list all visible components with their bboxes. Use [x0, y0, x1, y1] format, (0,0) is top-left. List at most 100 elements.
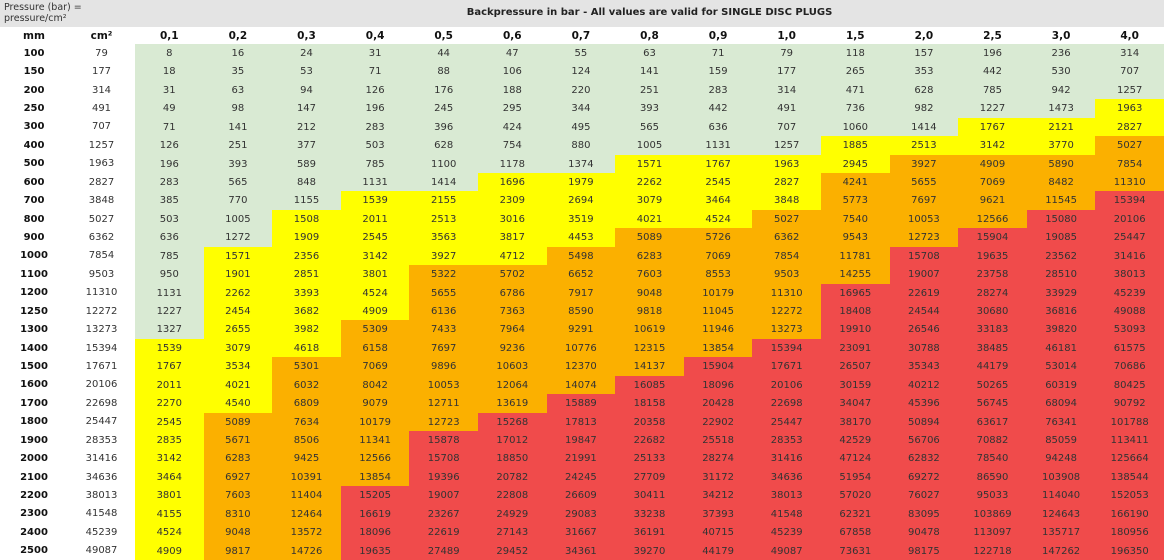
pressure-value: 2545 [683, 173, 753, 192]
pressure-value: 113097 [958, 523, 1027, 543]
pressure-value: 1327 [135, 320, 204, 340]
pressure-value: 20358 [615, 412, 684, 432]
pressure-value: 18096 [340, 523, 410, 543]
pressure-value: 36191 [615, 523, 684, 543]
pressure-value: 3927 [409, 246, 478, 266]
pressure-value: 1131 [135, 283, 204, 303]
pressure-value: 114040 [1026, 486, 1096, 506]
pressure-value: 9048 [203, 523, 273, 543]
pressure-value: 503 [135, 209, 204, 229]
pressure-value: 9818 [615, 302, 684, 321]
pressure-value: 196350 [1095, 541, 1164, 560]
pressure-value: 2694 [546, 191, 616, 211]
diameter-mm: 2100 [20, 471, 48, 483]
pressure-value: 10776 [546, 338, 616, 358]
pressure-value: 1005 [615, 136, 684, 156]
pressure-value: 314 [752, 80, 821, 100]
area-cm2: 6362 [88, 231, 115, 243]
pressure-value: 15904 [958, 228, 1027, 248]
column-header: 1,5 [845, 29, 865, 42]
pressure-value: 49088 [1095, 302, 1164, 321]
area-cm2: 3848 [88, 195, 115, 207]
diameter-mm: 2000 [20, 453, 48, 465]
pressure-value: 1257 [752, 136, 821, 156]
pressure-value: 14074 [546, 375, 616, 395]
area-cm2: 17671 [85, 360, 118, 372]
pressure-value: 7363 [478, 302, 547, 321]
pressure-value: 73631 [821, 541, 890, 560]
pressure-value: 15708 [889, 246, 959, 266]
pressure-value: 56706 [889, 431, 959, 450]
pressure-value: 3563 [409, 228, 478, 248]
diameter-mm: 900 [23, 231, 45, 243]
pressure-value: 29083 [546, 504, 616, 524]
pressure-value: 1414 [409, 173, 478, 192]
pressure-value: 880 [546, 136, 616, 156]
pressure-value: 9621 [958, 191, 1027, 211]
pressure-value: 15904 [683, 357, 753, 377]
pressure-value: 3393 [272, 283, 341, 303]
area-cm2: 41548 [85, 508, 118, 520]
pressure-value: 63 [615, 44, 684, 63]
area-cm2: 13273 [85, 324, 118, 336]
pressure-value: 1227 [958, 99, 1027, 119]
pressure-value: 1100 [409, 154, 478, 174]
pressure-value: 33238 [615, 504, 684, 524]
pressure-value: 141 [203, 117, 273, 137]
pressure-value: 1155 [272, 191, 341, 211]
pressure-value: 22682 [615, 431, 684, 450]
pressure-value: 8310 [203, 504, 273, 524]
diameter-mm: 2400 [20, 526, 48, 538]
pressure-value: 35343 [889, 357, 959, 377]
column-header: 0,6 [502, 29, 522, 42]
pressure-value: 34212 [683, 486, 753, 506]
diameter-mm: 500 [23, 158, 45, 170]
pressure-value: 12370 [546, 357, 616, 377]
pressure-value: 20106 [1095, 209, 1164, 229]
column-header: mm [23, 29, 45, 42]
pressure-value: 4909 [340, 302, 410, 321]
pressure-value: 236 [1026, 44, 1096, 63]
pressure-value: 707 [1095, 62, 1164, 82]
pressure-value: 5089 [203, 412, 273, 432]
pressure-value: 2513 [409, 209, 478, 229]
pressure-value: 5671 [203, 431, 273, 450]
pressure-value: 2827 [752, 173, 821, 192]
pressure-value: 31172 [683, 467, 753, 487]
pressure-value: 23562 [1026, 246, 1096, 266]
pressure-value: 314 [1095, 44, 1164, 63]
area-cm2: 491 [91, 102, 112, 114]
pressure-value: 9817 [203, 541, 273, 560]
pressure-value: 2835 [135, 431, 204, 450]
pressure-value: 103869 [958, 504, 1027, 524]
diameter-mm: 250 [23, 102, 45, 114]
pressure-value: 19007 [889, 265, 959, 285]
pressure-value: 12723 [409, 412, 478, 432]
pressure-value: 7603 [203, 486, 273, 506]
area-cm2: 31416 [85, 453, 118, 465]
pressure-value: 283 [135, 173, 204, 192]
pressure-value: 3142 [340, 246, 410, 266]
pressure-value: 126 [340, 80, 410, 100]
pressure-value: 196 [958, 44, 1027, 63]
column-header: 4,0 [1120, 29, 1139, 42]
pressure-value: 11781 [821, 246, 890, 266]
pressure-value: 18850 [478, 449, 547, 469]
pressure-value: 6136 [409, 302, 478, 321]
pressure-value: 17813 [546, 412, 616, 432]
pressure-value: 6927 [203, 467, 273, 487]
diameter-mm: 1300 [20, 324, 48, 336]
pressure-value: 491 [752, 99, 821, 119]
diameter-mm: 2200 [20, 489, 48, 501]
pressure-value: 5890 [1026, 154, 1096, 174]
pressure-value: 4155 [135, 504, 204, 524]
pressure-value: 9543 [821, 228, 890, 248]
area-cm2: 707 [91, 121, 112, 133]
pressure-value: 13273 [752, 320, 821, 340]
pressure-value: 122718 [958, 541, 1027, 560]
pressure-value: 5089 [615, 228, 684, 248]
pressure-value: 7069 [683, 246, 753, 266]
pressure-value: 1473 [1026, 99, 1096, 119]
pressure-value: 28510 [1026, 265, 1096, 285]
pressure-value: 4524 [683, 209, 753, 229]
